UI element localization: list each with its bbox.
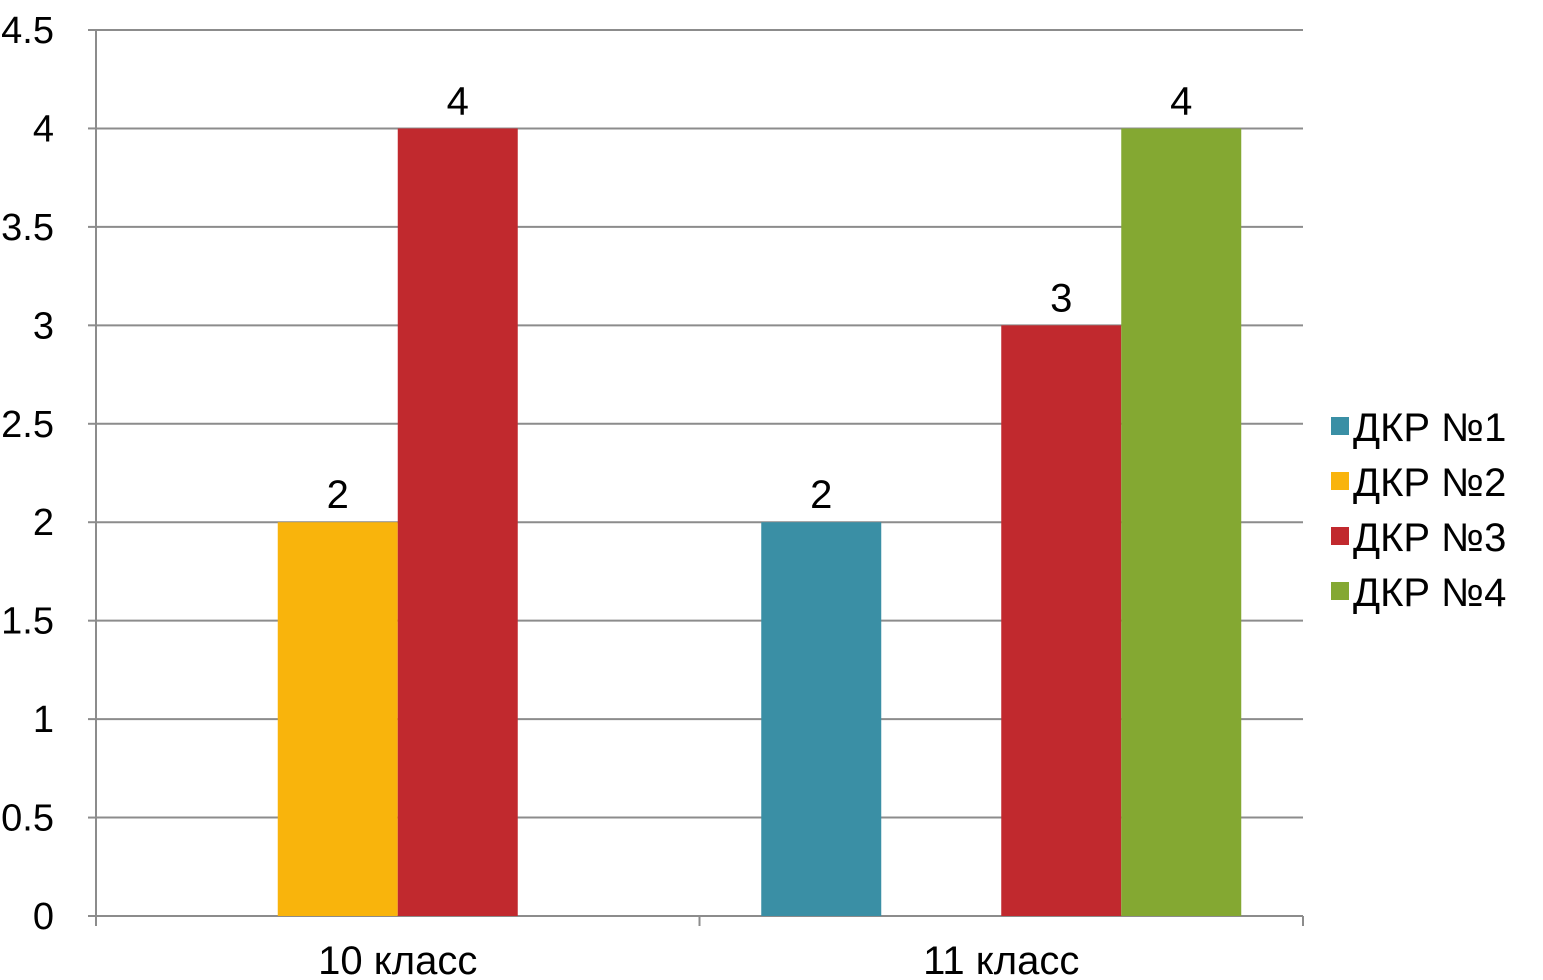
y-tick-label: 2 [33, 502, 54, 544]
data-labels: 2 4 2 3 4 [327, 79, 1193, 517]
y-tick-label: 0.5 [1, 798, 54, 840]
y-tick-label: 4.5 [1, 10, 54, 52]
bar [1121, 128, 1242, 916]
data-label: 4 [447, 79, 469, 123]
y-tick-label: 0 [33, 896, 54, 938]
x-axis-category-labels: 10 класс 11 класс [318, 939, 1079, 980]
x-category-label: 11 класс [923, 939, 1079, 980]
legend: ДКР №1 ДКР №2 ДКР №3 ДКР №4 [1331, 406, 1506, 615]
data-label: 3 [1050, 276, 1072, 320]
legend-label: ДКР №2 [1353, 461, 1506, 505]
legend-label: ДКР №1 [1353, 406, 1506, 450]
bar [397, 128, 518, 916]
legend-label: ДКР №4 [1353, 571, 1506, 615]
x-category-label: 10 класс [318, 939, 477, 980]
y-tick-label: 1 [33, 699, 54, 741]
bar [277, 522, 398, 916]
y-tick-label: 2.5 [1, 404, 54, 446]
legend-swatch [1331, 472, 1349, 490]
y-tick-label: 1.5 [1, 601, 54, 643]
data-label: 2 [810, 473, 832, 517]
y-tick-label: 4 [33, 108, 54, 150]
legend-swatch [1331, 527, 1349, 545]
y-tick-label: 3 [33, 305, 54, 347]
legend-swatch [1331, 417, 1349, 435]
bar [1001, 325, 1122, 916]
bar [761, 522, 882, 916]
legend-swatch [1331, 582, 1349, 600]
data-label: 4 [1170, 79, 1192, 123]
bars [277, 128, 1242, 916]
y-tick-label: 3.5 [1, 207, 54, 249]
legend-label: ДКР №3 [1353, 516, 1506, 560]
data-label: 2 [327, 473, 349, 517]
y-axis-tick-labels: 0 0.5 1 1.5 2 2.5 3 3.5 4 4.5 [1, 10, 54, 938]
